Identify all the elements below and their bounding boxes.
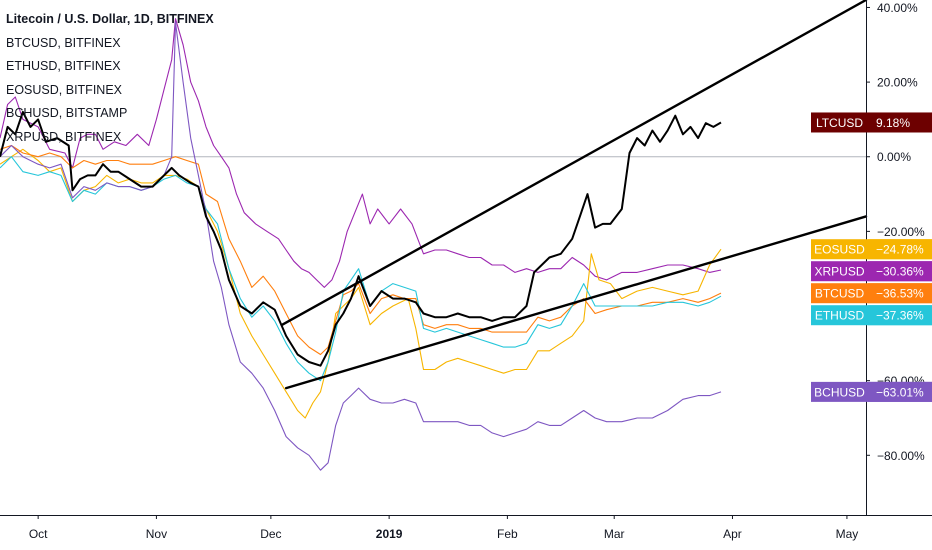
price-tick-label: 20.00%: [877, 76, 918, 90]
price-label-value-box: [868, 305, 932, 326]
series-line-xrpusd: [0, 18, 722, 288]
price-label-value-box: [868, 112, 932, 133]
time-tick-label: Nov: [146, 527, 167, 541]
series-line-ltcusd: [0, 111, 722, 367]
price-label-xrpusd: XRPUSD −30.36%: [811, 261, 932, 282]
price-label-symbol: ETHUSD: [815, 309, 865, 323]
legend-symbol-eosusd[interactable]: EOSUSD, BITFINEX: [6, 82, 122, 97]
time-tick-label: Apr: [723, 527, 742, 541]
price-label-value: −37.36%: [876, 309, 924, 323]
time-tick-label: Mar: [604, 527, 625, 541]
legend-title: Litecoin / U.S. Dollar, 1D, BITFINEX: [6, 12, 214, 26]
legend-symbol-bchusd[interactable]: BCHUSD, BITSTAMP: [6, 106, 128, 121]
price-tick-label: −80.00%: [877, 449, 925, 463]
price-label-symbol: BCHUSD: [814, 385, 865, 399]
price-label-value: −30.36%: [876, 265, 924, 279]
price-label-btcusd: BTCUSD −36.53%: [811, 283, 932, 304]
price-label-value: −63.01%: [876, 385, 924, 399]
series-line-bchusd: [0, 21, 722, 471]
series-line-ethusd: [0, 156, 722, 382]
price-label-value: 9.18%: [876, 116, 910, 130]
price-label-value: −36.53%: [876, 287, 924, 301]
legend-symbol-btcusd[interactable]: BTCUSD, BITFINEX: [6, 35, 121, 50]
time-tick-label: Feb: [497, 527, 518, 541]
price-label-ethusd: ETHUSD −37.36%: [811, 305, 932, 326]
series-layer: [0, 18, 722, 471]
price-label-value-box: [868, 239, 932, 260]
price-label-bchusd: BCHUSD −63.01%: [811, 381, 932, 402]
legend-symbol-xrpusd[interactable]: XRPUSD, BITFINEX: [6, 129, 122, 144]
price-label-value-box: [868, 283, 932, 304]
price-tick-label: 40.00%: [877, 1, 918, 15]
price-label-symbol: EOSUSD: [814, 243, 865, 257]
price-label-value-box: [868, 261, 932, 282]
time-tick-label: Dec: [260, 527, 281, 541]
price-label-ltcusd: LTCUSD 9.18%: [811, 112, 932, 133]
trendline-1[interactable]: [281, 0, 868, 326]
legend-symbol-ethusd[interactable]: ETHUSD, BITFINEX: [6, 59, 121, 74]
price-tick-label: 0.00%: [877, 150, 911, 164]
trendline-2[interactable]: [284, 215, 868, 390]
price-label-value-box: [868, 381, 932, 402]
chart-legend: Litecoin / U.S. Dollar, 1D, BITFINEX BTC…: [6, 8, 214, 150]
price-label-value: −24.78%: [876, 243, 924, 257]
trendline-layer: [281, 0, 868, 390]
time-tick-label: May: [836, 527, 859, 541]
price-tick-label: −20.00%: [877, 225, 925, 239]
price-label-symbol: XRPUSD: [814, 265, 864, 279]
price-label-symbol: BTCUSD: [815, 287, 865, 301]
price-label-symbol: LTCUSD: [816, 116, 863, 130]
time-tick-label: 2019: [376, 527, 403, 541]
time-tick-label: Oct: [29, 527, 48, 541]
price-label-eosusd: EOSUSD −24.78%: [811, 239, 932, 260]
price-label-layer: LTCUSD 9.18% EOSUSD −24.78% XRPUSD −30.36% BTC…: [811, 112, 932, 402]
